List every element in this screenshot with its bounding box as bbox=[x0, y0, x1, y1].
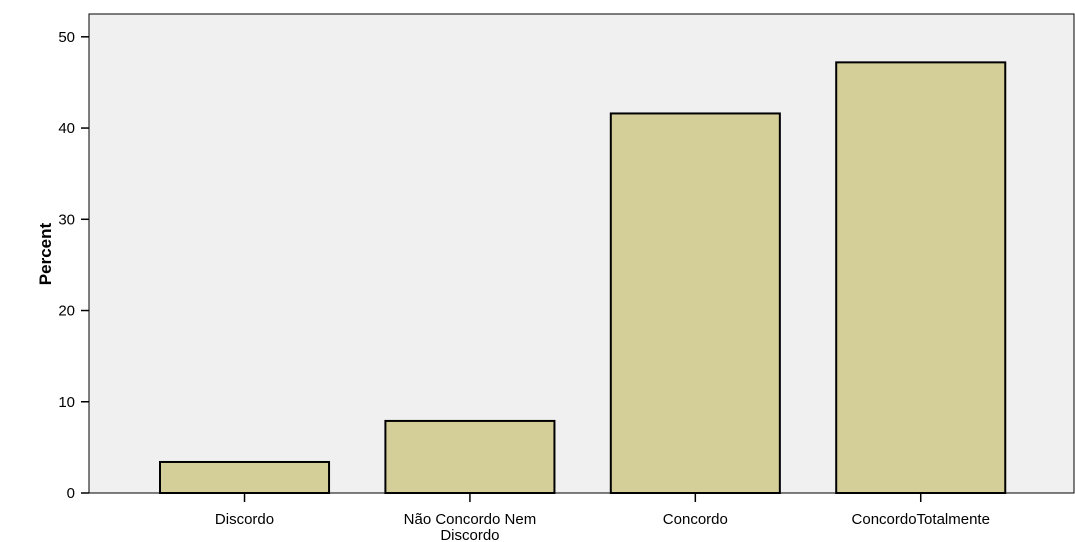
x-tick-label: Concordo bbox=[663, 511, 728, 528]
x-tick-label: Discordo bbox=[215, 511, 274, 528]
x-tick-label: ConcordoTotalmente bbox=[852, 511, 990, 528]
y-tick-label: 10 bbox=[58, 394, 75, 411]
y-tick-label: 40 bbox=[58, 120, 75, 137]
bar bbox=[159, 460, 331, 494]
bar-group bbox=[159, 61, 1007, 494]
y-tick-label: 30 bbox=[58, 211, 75, 228]
bar bbox=[835, 61, 1007, 494]
y-tick-label: 50 bbox=[58, 29, 75, 46]
bar bbox=[384, 419, 556, 494]
x-axis: Discordo Não Concordo NemDiscordoConcordo… bbox=[215, 493, 990, 542]
y-axis-title: Percent bbox=[36, 222, 55, 285]
y-axis: 0 10 20 30 40 50 bbox=[58, 29, 89, 502]
y-tick-label: 0 bbox=[67, 485, 75, 502]
y-tick-label: 20 bbox=[58, 303, 75, 320]
bar bbox=[609, 112, 781, 494]
x-tick-label: Discordo bbox=[440, 527, 499, 542]
x-tick-label: Não Concordo Nem bbox=[404, 511, 537, 528]
